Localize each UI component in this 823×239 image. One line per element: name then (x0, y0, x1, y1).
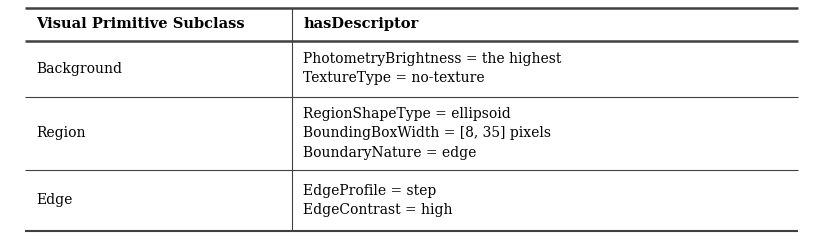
Text: PhotometryBrightness = the highest: PhotometryBrightness = the highest (303, 52, 561, 66)
Text: BoundaryNature = edge: BoundaryNature = edge (303, 146, 477, 160)
Text: TextureType = no-texture: TextureType = no-texture (303, 71, 485, 85)
Text: Background: Background (36, 62, 123, 76)
Text: hasDescriptor: hasDescriptor (303, 17, 418, 31)
Text: Visual Primitive Subclass: Visual Primitive Subclass (36, 17, 245, 31)
Text: EdgeContrast = high: EdgeContrast = high (303, 203, 453, 217)
Text: BoundingBoxWidth = [8, 35] pixels: BoundingBoxWidth = [8, 35] pixels (303, 126, 551, 140)
Text: Region: Region (36, 126, 86, 140)
Text: Edge: Edge (36, 193, 72, 207)
Text: EdgeProfile = step: EdgeProfile = step (303, 184, 436, 198)
Text: RegionShapeType = ellipsoid: RegionShapeType = ellipsoid (303, 107, 511, 121)
